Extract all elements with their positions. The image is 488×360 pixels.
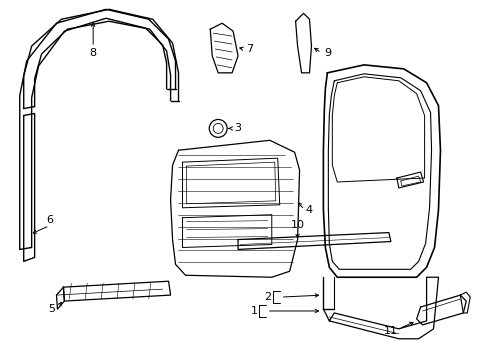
- Text: 2: 2: [264, 292, 271, 302]
- Text: 4: 4: [305, 205, 312, 215]
- Text: 11: 11: [383, 326, 397, 336]
- Text: 6: 6: [46, 215, 53, 225]
- Text: 3: 3: [234, 123, 241, 134]
- Text: 5: 5: [48, 304, 55, 314]
- Text: 10: 10: [290, 220, 304, 230]
- Text: 8: 8: [89, 48, 97, 58]
- Text: 1: 1: [250, 306, 257, 316]
- Text: 9: 9: [323, 48, 330, 58]
- Text: 7: 7: [246, 44, 253, 54]
